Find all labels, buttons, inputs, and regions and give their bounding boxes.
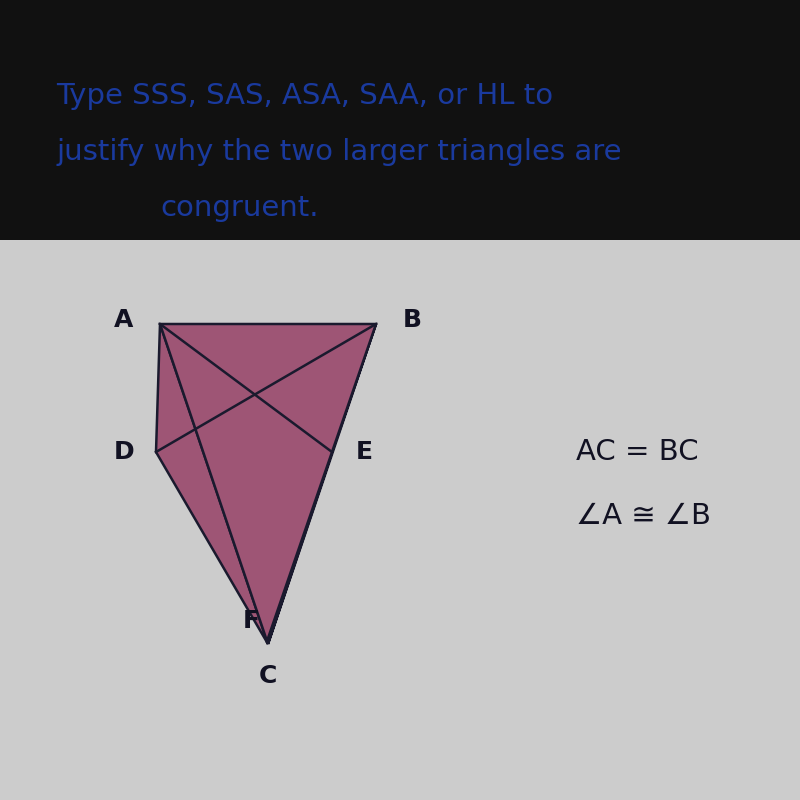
Polygon shape <box>266 641 268 644</box>
Text: F: F <box>242 609 259 633</box>
Text: AC = BC: AC = BC <box>576 438 698 466</box>
Text: C: C <box>259 664 277 688</box>
Text: ∠A ≅ ∠B: ∠A ≅ ∠B <box>576 502 711 530</box>
Text: justify why the two larger triangles are: justify why the two larger triangles are <box>56 138 622 166</box>
Bar <box>0 240 800 800</box>
Text: D: D <box>114 440 134 464</box>
Text: Type SSS, SAS, ASA, SAA, or HL to: Type SSS, SAS, ASA, SAA, or HL to <box>56 82 553 110</box>
Bar <box>0 0 800 240</box>
Polygon shape <box>268 324 376 644</box>
Polygon shape <box>156 324 268 644</box>
Text: congruent.: congruent. <box>161 194 319 222</box>
Text: B: B <box>402 308 422 332</box>
Polygon shape <box>160 324 376 641</box>
Text: E: E <box>355 440 373 464</box>
Text: A: A <box>114 308 134 332</box>
